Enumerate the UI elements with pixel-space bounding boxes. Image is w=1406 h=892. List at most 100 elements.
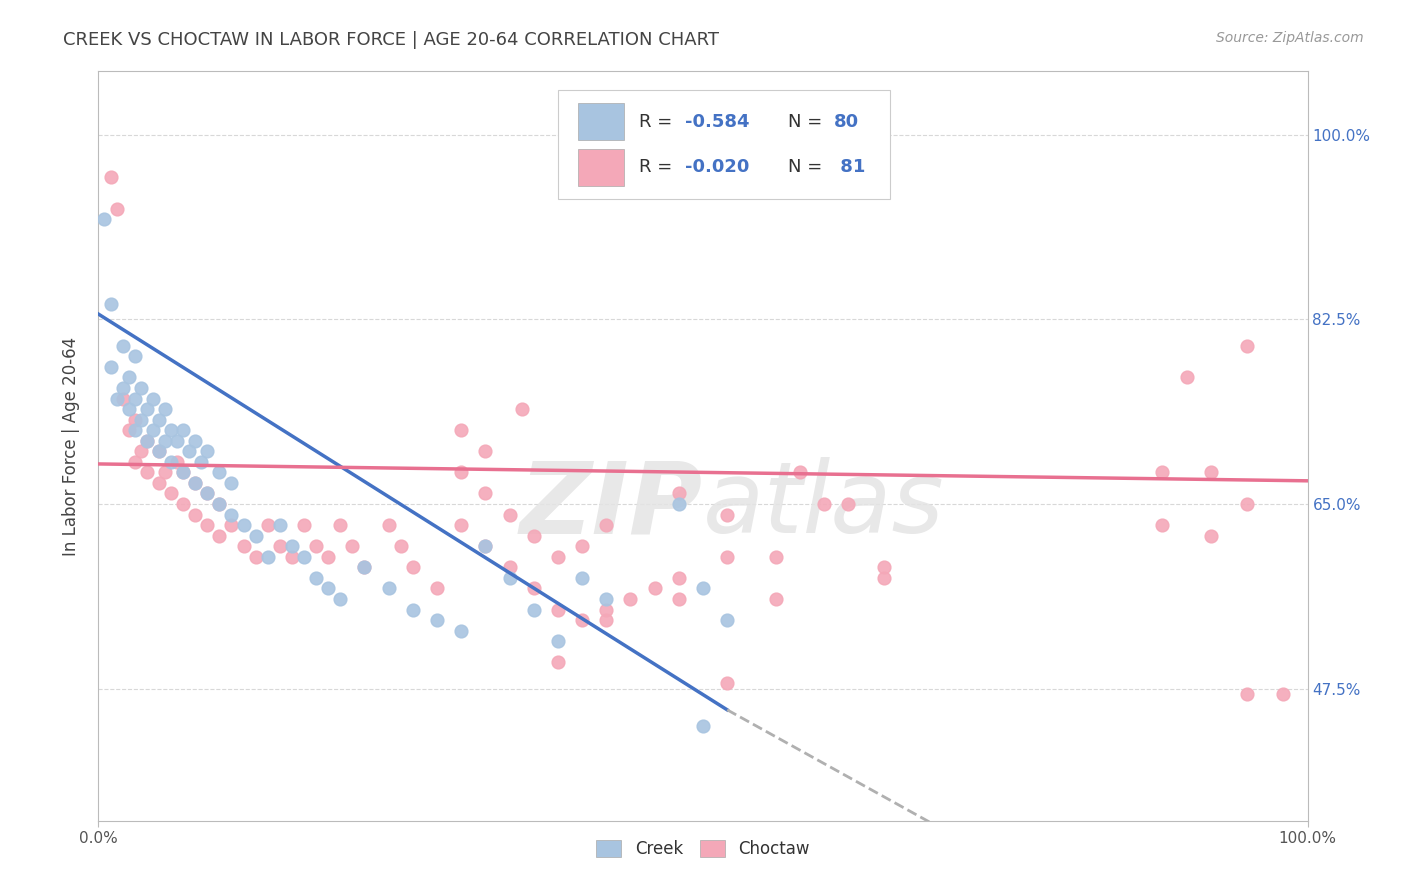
- Point: [595, 592, 617, 607]
- Point: [474, 539, 496, 553]
- Point: [716, 613, 738, 627]
- Point: [232, 518, 254, 533]
- Point: [195, 444, 218, 458]
- Point: [450, 624, 472, 638]
- Point: [208, 497, 231, 511]
- Point: [135, 466, 157, 480]
- Point: [100, 359, 122, 374]
- Text: CREEK VS CHOCTAW IN LABOR FORCE | AGE 20-64 CORRELATION CHART: CREEK VS CHOCTAW IN LABOR FORCE | AGE 20…: [63, 31, 720, 49]
- Point: [789, 466, 811, 480]
- Point: [256, 518, 278, 533]
- Point: [105, 202, 128, 216]
- Point: [166, 455, 188, 469]
- Point: [124, 392, 146, 406]
- Text: ZIP: ZIP: [520, 458, 703, 555]
- Point: [190, 455, 212, 469]
- Text: 80: 80: [834, 112, 859, 130]
- Point: [305, 571, 328, 585]
- Point: [474, 486, 496, 500]
- Point: [474, 539, 496, 553]
- Point: [100, 169, 122, 184]
- Point: [148, 412, 170, 426]
- Point: [1199, 466, 1222, 480]
- Point: [305, 539, 328, 553]
- Point: [208, 497, 231, 511]
- Point: [256, 549, 278, 564]
- Point: [1199, 529, 1222, 543]
- Point: [377, 582, 399, 596]
- Point: [426, 613, 449, 627]
- Point: [124, 349, 146, 363]
- Point: [195, 518, 218, 533]
- Point: [353, 560, 375, 574]
- Point: [221, 508, 243, 522]
- Text: -0.584: -0.584: [685, 112, 749, 130]
- Point: [118, 370, 141, 384]
- Point: [118, 423, 141, 437]
- Point: [195, 486, 218, 500]
- Point: [668, 571, 690, 585]
- Point: [873, 560, 896, 574]
- Point: [316, 549, 339, 564]
- Point: [184, 475, 207, 490]
- Point: [142, 392, 165, 406]
- Point: [1236, 339, 1258, 353]
- Point: [124, 412, 146, 426]
- Point: [765, 549, 787, 564]
- Point: [547, 549, 569, 564]
- Text: atlas: atlas: [703, 458, 945, 555]
- Point: [148, 475, 170, 490]
- Point: [668, 592, 690, 607]
- Point: [292, 518, 315, 533]
- Point: [329, 592, 352, 607]
- Point: [813, 497, 835, 511]
- Point: [1236, 687, 1258, 701]
- Point: [474, 444, 496, 458]
- Point: [166, 434, 188, 448]
- Point: [124, 423, 146, 437]
- Point: [245, 549, 267, 564]
- Point: [498, 571, 520, 585]
- Point: [281, 539, 304, 553]
- Point: [571, 539, 593, 553]
- Point: [208, 529, 231, 543]
- Text: N =: N =: [787, 112, 828, 130]
- Point: [269, 539, 291, 553]
- Point: [105, 392, 128, 406]
- Point: [184, 434, 207, 448]
- Point: [595, 613, 617, 627]
- Point: [153, 434, 176, 448]
- Point: [111, 339, 134, 353]
- Point: [184, 475, 207, 490]
- Point: [142, 423, 165, 437]
- Text: N =: N =: [787, 158, 828, 177]
- Point: [353, 560, 375, 574]
- Point: [450, 466, 472, 480]
- Text: Source: ZipAtlas.com: Source: ZipAtlas.com: [1216, 31, 1364, 45]
- Point: [619, 592, 641, 607]
- Point: [208, 466, 231, 480]
- Point: [389, 539, 412, 553]
- Point: [547, 602, 569, 616]
- Point: [547, 634, 569, 648]
- Point: [510, 402, 533, 417]
- Point: [221, 475, 243, 490]
- Point: [716, 508, 738, 522]
- Point: [148, 444, 170, 458]
- Point: [547, 656, 569, 670]
- Point: [135, 402, 157, 417]
- Text: R =: R =: [638, 112, 678, 130]
- Point: [160, 423, 183, 437]
- Text: R =: R =: [638, 158, 678, 177]
- Point: [498, 560, 520, 574]
- Point: [135, 434, 157, 448]
- Point: [269, 518, 291, 533]
- Point: [129, 381, 152, 395]
- Point: [329, 518, 352, 533]
- Point: [716, 549, 738, 564]
- Point: [765, 592, 787, 607]
- Point: [111, 381, 134, 395]
- Point: [172, 423, 194, 437]
- Y-axis label: In Labor Force | Age 20-64: In Labor Force | Age 20-64: [62, 336, 80, 556]
- Point: [498, 508, 520, 522]
